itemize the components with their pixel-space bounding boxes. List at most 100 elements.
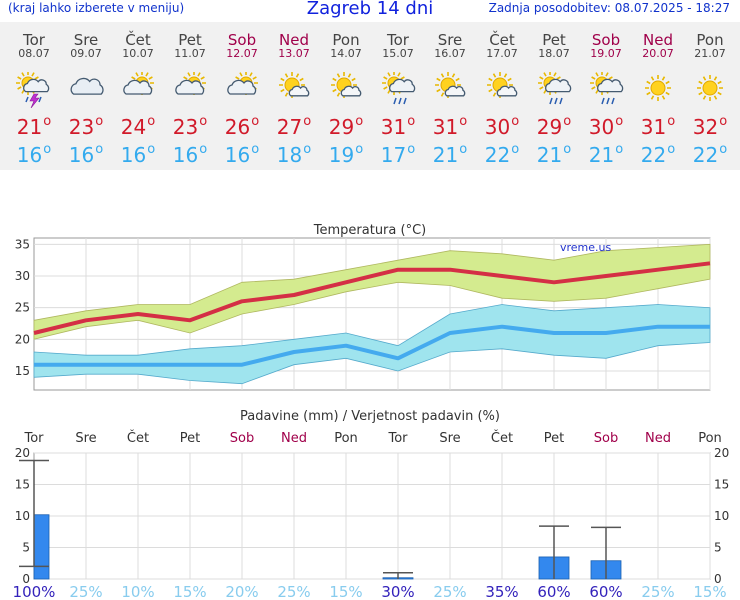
cloud-shape bbox=[70, 77, 104, 95]
daily-forecast-strip: Tor 08.07 21o 16o Sre 09.07 23o 16o Čet 10.07 24o 1… bbox=[0, 22, 740, 170]
day-name: Čet bbox=[125, 31, 151, 49]
lightning-bolt bbox=[29, 93, 40, 108]
min-temperature: 16o bbox=[16, 142, 52, 167]
day-date: 18.07 bbox=[538, 47, 570, 60]
cloud-shape bbox=[597, 78, 624, 93]
cloud-shape bbox=[23, 78, 50, 93]
max-temperature: 24o bbox=[120, 114, 156, 139]
precipitation-probability: 30% bbox=[381, 583, 414, 600]
day-name: Pet bbox=[542, 31, 566, 49]
precipitation-probability: 35% bbox=[485, 583, 518, 600]
day-column: Sre 09.07 23o 16o bbox=[60, 22, 112, 167]
sun-small-cloud-icon bbox=[331, 72, 362, 98]
day-column: Pet 18.07 29o 21o bbox=[528, 22, 580, 167]
day-name: Pon bbox=[332, 31, 360, 49]
precipitation-probability: 15% bbox=[173, 583, 206, 600]
sun-cloud-icon bbox=[227, 72, 258, 95]
day-name: Tor bbox=[23, 31, 45, 49]
min-temperature: 22o bbox=[640, 142, 676, 167]
day-date: 08.07 bbox=[18, 47, 50, 60]
min-temperature: 19o bbox=[328, 142, 364, 167]
day-date: 13.07 bbox=[278, 47, 310, 60]
min-temperature: 22o bbox=[692, 142, 728, 167]
sun-icon bbox=[645, 75, 671, 101]
sun-ray bbox=[697, 75, 723, 101]
day-date: 19.07 bbox=[590, 47, 622, 60]
sun-disc bbox=[650, 80, 666, 96]
cloud-shape bbox=[389, 78, 416, 93]
day-column: Pon 21.07 32o 22o bbox=[684, 22, 736, 167]
rain-drops bbox=[25, 96, 42, 103]
precipitation-y-tick-left: 15 bbox=[15, 478, 30, 492]
day-name: Sre bbox=[437, 31, 463, 49]
max-temperature: 27o bbox=[276, 114, 312, 139]
cloud-shape bbox=[496, 85, 518, 97]
day-name: Sob bbox=[591, 31, 621, 49]
precipitation-x-label: Ned bbox=[645, 431, 671, 446]
day-date: 10.07 bbox=[122, 47, 154, 60]
precipitation-y-tick-right: 10 bbox=[714, 509, 729, 523]
precipitation-x-label: Ned bbox=[281, 431, 307, 446]
sun-icon bbox=[697, 75, 723, 101]
precipitation-y-tick-left: 20 bbox=[15, 446, 30, 460]
precipitation-probability: 15% bbox=[329, 583, 362, 600]
day-column: Sob 19.07 30o 21o bbox=[580, 22, 632, 167]
sun-disc bbox=[702, 80, 718, 96]
rain-drops bbox=[601, 97, 615, 105]
day-column: Ned 13.07 27o 18o bbox=[268, 22, 320, 167]
sun-cloud-rain-icon bbox=[382, 72, 416, 105]
max-temperature: 23o bbox=[172, 114, 208, 139]
precipitation-y-tick-left: 5 bbox=[22, 541, 30, 555]
max-temperature: 21o bbox=[16, 114, 52, 139]
precipitation-x-label: Pet bbox=[180, 431, 200, 446]
precipitation-x-label: Čet bbox=[491, 430, 513, 446]
day-column: Tor 08.07 21o 16o bbox=[8, 22, 60, 167]
sun-ray bbox=[645, 75, 671, 101]
precipitation-probability: 10% bbox=[121, 583, 154, 600]
day-name: Sob bbox=[227, 31, 257, 49]
temperature-y-tick: 30 bbox=[15, 269, 30, 283]
day-date: 12.07 bbox=[226, 47, 258, 60]
day-column: Sob 12.07 26o 16o bbox=[216, 22, 268, 167]
precipitation-probability: 15% bbox=[693, 583, 726, 600]
day-column: Pet 11.07 23o 16o bbox=[164, 22, 216, 167]
precipitation-probability: 100% bbox=[13, 583, 56, 600]
temperature-y-tick: 15 bbox=[15, 364, 30, 378]
precipitation-x-label: Sob bbox=[594, 431, 618, 446]
min-temperature: 22o bbox=[484, 142, 520, 167]
min-temperature: 18o bbox=[276, 142, 312, 167]
precipitation-y-tick-right: 15 bbox=[714, 478, 729, 492]
day-date: 20.07 bbox=[642, 47, 674, 60]
day-date: 15.07 bbox=[382, 47, 414, 60]
day-name: Pon bbox=[696, 31, 724, 49]
temperature-y-tick: 20 bbox=[15, 332, 30, 346]
max-temperature: 30o bbox=[484, 114, 520, 139]
precipitation-y-tick-right: 5 bbox=[714, 541, 722, 555]
max-temperature: 32o bbox=[692, 114, 728, 139]
day-date: 09.07 bbox=[70, 47, 102, 60]
min-temperature-line bbox=[34, 324, 710, 367]
precipitation-probability: 25% bbox=[641, 583, 674, 600]
day-name: Sre bbox=[73, 31, 99, 49]
min-temperature: 16o bbox=[120, 142, 156, 167]
temperature-y-tick: 25 bbox=[15, 301, 30, 315]
day-date: 21.07 bbox=[694, 47, 726, 60]
max-temperature: 30o bbox=[588, 114, 624, 139]
sun-cloud-thunder-icon bbox=[16, 72, 50, 108]
max-temperature: 26o bbox=[224, 114, 260, 139]
day-column: Tor 15.07 31o 17o bbox=[372, 22, 424, 167]
day-column: Sre 16.07 31o 21o bbox=[424, 22, 476, 167]
sun-small-cloud-icon bbox=[487, 72, 518, 98]
day-name: Tor bbox=[387, 31, 409, 49]
cloud-icon bbox=[70, 77, 104, 95]
precipitation-y-tick-left: 10 bbox=[15, 509, 30, 523]
precipitation-probability: 60% bbox=[537, 583, 570, 600]
precipitation-x-label: Pon bbox=[698, 431, 722, 446]
precipitation-x-label: Sre bbox=[75, 431, 96, 446]
min-temperature: 21o bbox=[536, 142, 572, 167]
sun-cloud-icon bbox=[123, 72, 154, 95]
precipitation-probability: 25% bbox=[69, 583, 102, 600]
location-menu-hint: (kraj lahko izberete v meniju) bbox=[8, 1, 185, 15]
max-temperature: 23o bbox=[68, 114, 104, 139]
